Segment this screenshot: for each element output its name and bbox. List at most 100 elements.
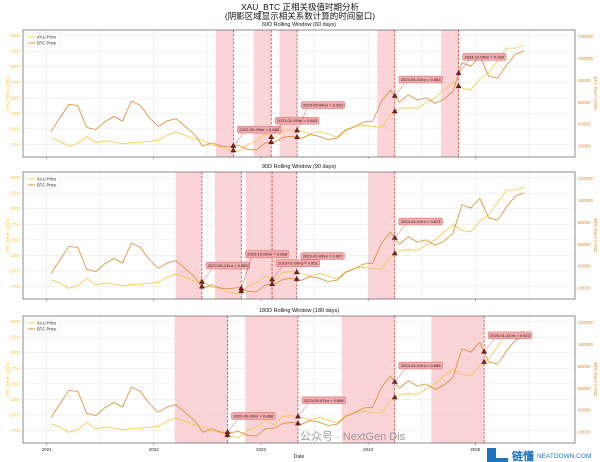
legend-label: BTC Price — [37, 41, 57, 46]
panel-title: 60D Rolling Window (60 days) — [262, 22, 336, 28]
y-left-tick-label: 3500 — [10, 175, 21, 180]
peak-marker — [269, 281, 275, 287]
watermark-text: 公众号 · NextGen Dis — [300, 430, 406, 443]
y-left-tick-label: 2500 — [10, 381, 21, 386]
x-tick-label: 2023 — [256, 447, 267, 452]
peak-marker — [481, 358, 487, 364]
peak-marker — [481, 348, 487, 354]
peak-marker — [293, 276, 300, 281]
peak-marker — [293, 269, 300, 275]
peak-marker — [224, 429, 231, 435]
legend-label: XAU Price — [37, 35, 57, 40]
y-left-tick-label: 1750 — [10, 428, 21, 433]
legend-label: XAU Price — [37, 321, 57, 326]
peak-marker — [294, 127, 300, 133]
y-left-tick-label: 3250 — [10, 49, 21, 54]
annotation-box — [398, 75, 443, 84]
y-right-tick-label: 60000 — [578, 386, 591, 391]
annotation-box — [300, 252, 345, 260]
panel-title: 180D Rolling Window (180 days) — [259, 308, 339, 314]
y-left-tick-label: 1750 — [10, 284, 21, 289]
x-tick-label: 2021 — [42, 447, 53, 452]
y-right-tick-label: 80000 — [578, 220, 591, 225]
annotation-box — [275, 259, 320, 267]
y-left-tick-label: 2250 — [10, 397, 21, 402]
annotation-label: 2022-10-26\nr = 0.868 — [247, 252, 287, 257]
peak-marker — [199, 283, 205, 289]
x-tick-label: 2024 — [363, 447, 374, 452]
y-right-tick-label: 40000 — [578, 122, 591, 127]
chart-title-line2: (阴影区域显示相关系数计算的时间窗口) — [225, 11, 375, 21]
annotation-leader — [394, 82, 405, 97]
y-left-tick-label: 2750 — [10, 80, 21, 85]
annotations: 2022-06-14\nr = 0.853 2022-10-26\nr = 0.8… — [199, 172, 443, 299]
peak-marker — [295, 413, 301, 419]
peak-marker — [391, 378, 398, 384]
peak-marker — [238, 288, 245, 294]
y-left-tick-label: 2000 — [10, 126, 21, 131]
y-left-tick-label: 2500 — [10, 237, 21, 242]
y-left-tick-label: 3500 — [10, 319, 21, 324]
correlation-window — [341, 316, 395, 443]
y-left-tick-label: 2750 — [10, 222, 21, 227]
peak-marker — [391, 108, 398, 114]
y-left-tick-label: 3000 — [10, 64, 21, 69]
annotation-label: 2025-01-31\nr = 0.923 — [490, 333, 530, 338]
y-right-tick-label: 80000 — [578, 78, 591, 83]
peak-marker — [391, 92, 398, 98]
annotation-label: 2023-05-03\nr = 0.907 — [303, 254, 343, 259]
annotation-leader — [271, 124, 282, 138]
y-left-axis-label: XAU Price (USD) — [5, 362, 10, 397]
y-right-tick-label: 100000 — [578, 56, 594, 61]
annotation-box — [205, 261, 250, 270]
y-right-tick-label: 20000 — [578, 286, 591, 291]
annotation-label: 2023-02-08\nr = 0.851 — [278, 261, 318, 266]
annotation-label: 2023-05-07\nr = 0.898 — [304, 398, 344, 403]
legend-label: XAU Price — [37, 177, 57, 182]
annotation-leader — [241, 257, 252, 289]
chart-title-line1: XAU_BTC 正相关极值时期分析 — [241, 2, 360, 12]
annotation-box — [245, 250, 290, 258]
y-right-tick-label: 120000 — [578, 34, 594, 39]
peak-marker — [391, 250, 398, 256]
y-left-tick-label: 2750 — [10, 366, 21, 371]
peak-marker — [268, 133, 275, 139]
series-line-btc — [50, 50, 525, 151]
annotation-box — [398, 217, 443, 226]
y-left-tick-label: 3250 — [10, 335, 21, 340]
x-axis-label: Date — [294, 454, 305, 460]
annotation-leader — [271, 266, 283, 280]
peak-marker — [455, 70, 462, 75]
peak-marker — [391, 394, 398, 400]
annotation-label: 2023-05-04\nr = 0.933 — [303, 103, 343, 108]
y-right-tick-label: 40000 — [578, 408, 591, 413]
legend-box — [25, 318, 61, 334]
correlation-window — [368, 172, 395, 299]
annotation-leader — [483, 338, 495, 352]
logo-text: 链懂 — [512, 449, 534, 462]
annotation-box — [398, 361, 443, 370]
plot-frame — [22, 171, 576, 300]
y-left-axis-label: XAU Price (USD) — [5, 76, 10, 111]
annotation-leader — [233, 133, 244, 147]
x-tick-label: 2025 — [470, 447, 481, 452]
y-left-tick-label: 3000 — [10, 350, 21, 355]
annotation-leader — [201, 268, 213, 283]
y-right-tick-label: 100000 — [578, 198, 594, 203]
peak-marker — [295, 420, 301, 426]
correlation-window — [253, 30, 272, 157]
y-left-tick-label: 3500 — [10, 33, 21, 38]
y-left-tick-label: 3250 — [10, 191, 21, 196]
y-right-tick-label: 120000 — [578, 320, 594, 325]
y-right-tick-label: 20000 — [578, 144, 591, 149]
peak-marker — [238, 285, 245, 291]
annotation-box — [231, 412, 276, 420]
y-right-tick-label: 40000 — [578, 264, 591, 269]
y-left-tick-label: 2000 — [10, 412, 21, 417]
series-line-xau — [50, 186, 525, 294]
panel-60d: 60D Rolling Window (60 days) 1750 2000 2250… — [5, 22, 598, 159]
correlation-window — [431, 316, 485, 443]
y-right-tick-label: 20000 — [578, 430, 591, 435]
